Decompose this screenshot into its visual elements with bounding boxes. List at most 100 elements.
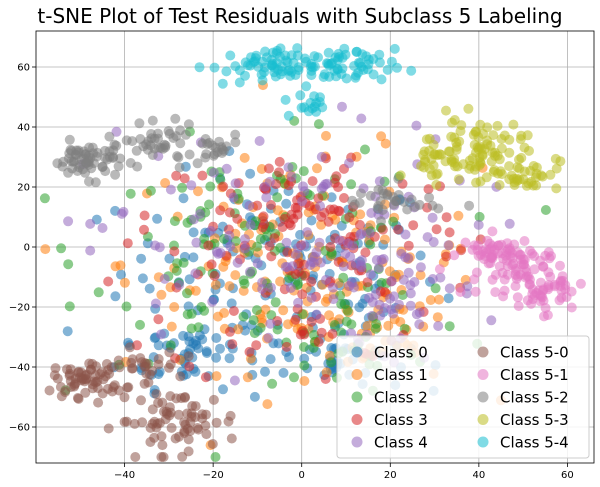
- data-point: [326, 343, 337, 353]
- data-point: [260, 366, 270, 377]
- data-point: [354, 302, 365, 313]
- data-point: [215, 343, 225, 354]
- data-point: [470, 147, 481, 158]
- data-point: [298, 166, 309, 177]
- data-point: [464, 200, 475, 211]
- data-point: [441, 212, 452, 223]
- data-point: [229, 375, 240, 386]
- data-point: [205, 181, 216, 192]
- data-point: [267, 378, 278, 389]
- data-point: [49, 370, 60, 381]
- data-point: [190, 268, 201, 279]
- data-point: [519, 236, 530, 246]
- data-point: [418, 149, 429, 160]
- data-point: [249, 328, 260, 339]
- data-point: [290, 202, 301, 213]
- data-point: [458, 159, 469, 170]
- data-point: [348, 282, 359, 293]
- data-point: [139, 378, 150, 389]
- data-point: [482, 235, 493, 246]
- data-point: [338, 272, 349, 283]
- data-point: [428, 139, 439, 150]
- data-point: [64, 134, 75, 145]
- data-point: [526, 176, 537, 187]
- data-point: [471, 267, 482, 278]
- data-point: [248, 315, 259, 326]
- data-point: [266, 282, 276, 293]
- data-point: [282, 247, 293, 258]
- data-point: [540, 250, 551, 261]
- y-tick-label: −20: [9, 303, 30, 314]
- data-point: [123, 382, 134, 393]
- data-point: [240, 243, 251, 254]
- data-point: [184, 361, 195, 372]
- data-point: [311, 309, 322, 320]
- data-point: [110, 261, 121, 272]
- data-point: [208, 167, 219, 178]
- data-point: [309, 51, 320, 62]
- data-point: [56, 243, 67, 254]
- data-point: [434, 294, 444, 305]
- data-point: [470, 127, 481, 137]
- data-point: [431, 179, 442, 190]
- data-point: [389, 43, 400, 54]
- data-point: [221, 66, 232, 77]
- data-point: [312, 163, 322, 174]
- data-point: [223, 416, 234, 427]
- data-point: [209, 62, 220, 73]
- data-point: [487, 253, 498, 264]
- data-point: [179, 173, 190, 184]
- data-point: [232, 213, 243, 224]
- data-point: [172, 151, 183, 162]
- data-point: [314, 237, 325, 248]
- data-point: [328, 282, 338, 293]
- data-point: [551, 183, 562, 194]
- data-point: [251, 305, 262, 316]
- data-point: [111, 126, 122, 137]
- data-point: [379, 234, 390, 245]
- data-point: [164, 253, 175, 264]
- data-point: [313, 337, 324, 347]
- data-point: [535, 296, 546, 307]
- data-point: [549, 281, 560, 292]
- data-point: [227, 339, 238, 350]
- data-point: [103, 423, 114, 434]
- data-point: [97, 223, 108, 233]
- legend-marker: [351, 436, 363, 448]
- data-point: [97, 161, 108, 172]
- data-point: [504, 134, 515, 145]
- data-point: [188, 252, 199, 263]
- data-point: [275, 276, 286, 287]
- legend-item: Class 5-1: [477, 366, 569, 384]
- data-point: [254, 136, 265, 146]
- x-tick-label: 60: [561, 470, 574, 481]
- data-point: [266, 251, 277, 262]
- data-point: [495, 166, 506, 177]
- data-point: [320, 296, 331, 307]
- data-point: [225, 241, 236, 252]
- data-point: [427, 274, 438, 284]
- data-point: [490, 287, 501, 298]
- legend-box: [336, 335, 590, 459]
- data-point: [288, 57, 299, 68]
- legend-marker: [477, 436, 489, 448]
- data-point: [299, 376, 310, 386]
- legend-item: Class 0: [351, 344, 428, 362]
- data-point: [144, 283, 155, 294]
- data-point: [280, 94, 291, 105]
- data-point: [239, 152, 250, 163]
- data-point: [295, 90, 306, 101]
- data-point: [531, 168, 542, 179]
- data-point: [178, 193, 189, 204]
- data-point: [337, 63, 348, 74]
- data-point: [190, 285, 201, 296]
- data-point: [394, 299, 404, 310]
- data-point: [293, 297, 304, 308]
- data-point: [200, 372, 211, 383]
- data-point: [305, 97, 316, 108]
- data-point: [321, 130, 331, 141]
- data-point: [504, 218, 515, 229]
- data-point: [110, 291, 121, 302]
- data-point: [228, 192, 239, 203]
- data-point: [183, 434, 194, 445]
